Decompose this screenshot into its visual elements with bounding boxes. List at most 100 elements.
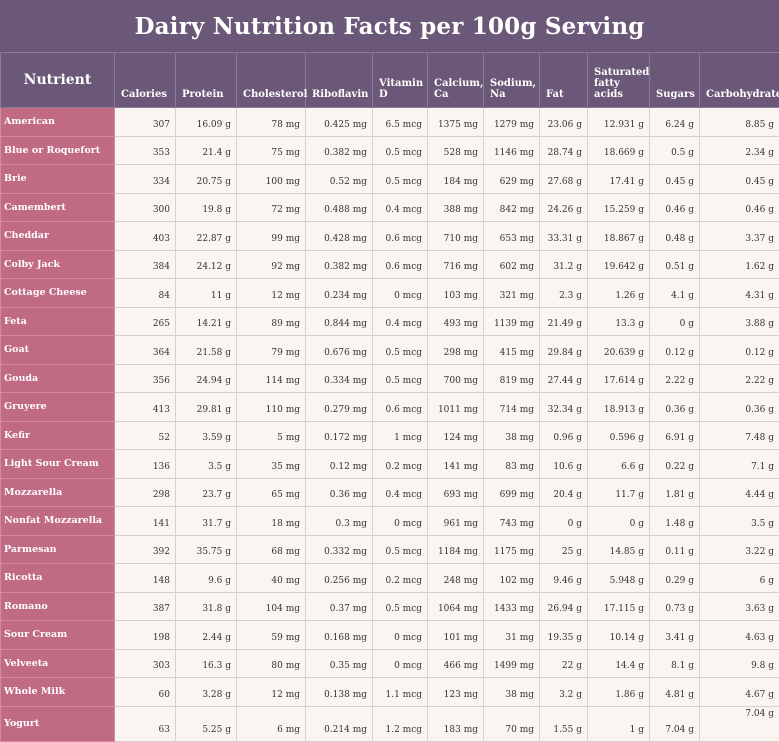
calories-cell: 300 bbox=[115, 193, 176, 222]
protein-cell: 21.58 g bbox=[176, 336, 237, 365]
protein-cell: 5.25 g bbox=[176, 706, 237, 741]
carbohydrate-cell: 0.36 g bbox=[700, 393, 779, 422]
row-name: Parmesan bbox=[1, 535, 115, 564]
vitamin-d-cell: 1.2 mcg bbox=[373, 706, 428, 741]
sugars-cell: 0.73 g bbox=[650, 592, 700, 621]
row-name: Ricotta bbox=[1, 564, 115, 593]
cholesterol-cell: 6 mg bbox=[237, 706, 306, 741]
row-name: Cottage Cheese bbox=[1, 279, 115, 308]
table-title-bar: Dairy Nutrition Facts per 100g Serving bbox=[0, 0, 779, 52]
saturated-fat-cell: 1.26 g bbox=[588, 279, 650, 308]
protein-cell: 35.75 g bbox=[176, 535, 237, 564]
calories-cell: 141 bbox=[115, 507, 176, 536]
sugars-cell: 2.22 g bbox=[650, 364, 700, 393]
fat-cell: 23.06 g bbox=[540, 108, 588, 137]
vitamin-d-cell: 0.6 mcg bbox=[373, 222, 428, 251]
vitamin-d-cell: 0.4 mcg bbox=[373, 478, 428, 507]
riboflavin-cell: 0.234 mg bbox=[306, 279, 373, 308]
saturated-fat-cell: 12.931 g bbox=[588, 108, 650, 137]
calories-cell: 136 bbox=[115, 450, 176, 479]
carbohydrate-cell: 4.63 g bbox=[700, 621, 779, 650]
cholesterol-cell: 75 mg bbox=[237, 136, 306, 165]
vitamin-d-cell: 0 mcg bbox=[373, 649, 428, 678]
cholesterol-cell: 12 mg bbox=[237, 678, 306, 707]
fat-cell: 0 g bbox=[540, 507, 588, 536]
sodium-cell: 1279 mg bbox=[484, 108, 540, 137]
carbohydrate-cell: 8.85 g bbox=[700, 108, 779, 137]
protein-cell: 22.87 g bbox=[176, 222, 237, 251]
riboflavin-cell: 0.676 mg bbox=[306, 336, 373, 365]
carbohydrate-cell: 0.45 g bbox=[700, 165, 779, 194]
calcium-cell: 716 mg bbox=[428, 250, 484, 279]
riboflavin-cell: 0.279 mg bbox=[306, 393, 373, 422]
sodium-cell: 714 mg bbox=[484, 393, 540, 422]
sugars-cell: 0.45 g bbox=[650, 165, 700, 194]
column-header-fat: Fat bbox=[540, 53, 588, 108]
protein-cell: 23.7 g bbox=[176, 478, 237, 507]
calcium-cell: 124 mg bbox=[428, 421, 484, 450]
row-name: Mozzarella bbox=[1, 478, 115, 507]
calories-cell: 148 bbox=[115, 564, 176, 593]
fat-cell: 0.96 g bbox=[540, 421, 588, 450]
fat-cell: 22 g bbox=[540, 649, 588, 678]
row-name: Gouda bbox=[1, 364, 115, 393]
saturated-fat-cell: 20.639 g bbox=[588, 336, 650, 365]
calcium-cell: 103 mg bbox=[428, 279, 484, 308]
sodium-cell: 1175 mg bbox=[484, 535, 540, 564]
carbohydrate-cell: 0.46 g bbox=[700, 193, 779, 222]
sodium-cell: 1433 mg bbox=[484, 592, 540, 621]
fat-cell: 26.94 g bbox=[540, 592, 588, 621]
vitamin-d-cell: 0.5 mcg bbox=[373, 364, 428, 393]
vitamin-d-cell: 0.5 mcg bbox=[373, 592, 428, 621]
row-name: Feta bbox=[1, 307, 115, 336]
riboflavin-cell: 0.382 mg bbox=[306, 136, 373, 165]
row-name: Nonfat Mozzarella bbox=[1, 507, 115, 536]
calcium-cell: 710 mg bbox=[428, 222, 484, 251]
sugars-cell: 0.12 g bbox=[650, 336, 700, 365]
calcium-cell: 493 mg bbox=[428, 307, 484, 336]
row-name: Whole Milk bbox=[1, 678, 115, 707]
sodium-cell: 842 mg bbox=[484, 193, 540, 222]
carbohydrate-cell: 4.31 g bbox=[700, 279, 779, 308]
vitamin-d-cell: 6.5 mcg bbox=[373, 108, 428, 137]
row-name: Sour Cream bbox=[1, 621, 115, 650]
calcium-cell: 1011 mg bbox=[428, 393, 484, 422]
calcium-cell: 1375 mg bbox=[428, 108, 484, 137]
saturated-fat-cell: 18.867 g bbox=[588, 222, 650, 251]
calcium-cell: 693 mg bbox=[428, 478, 484, 507]
calories-cell: 63 bbox=[115, 706, 176, 741]
riboflavin-cell: 0.12 mg bbox=[306, 450, 373, 479]
cholesterol-cell: 89 mg bbox=[237, 307, 306, 336]
row-name: Yogurt bbox=[1, 706, 115, 741]
calories-cell: 364 bbox=[115, 336, 176, 365]
calories-cell: 334 bbox=[115, 165, 176, 194]
cholesterol-cell: 99 mg bbox=[237, 222, 306, 251]
protein-cell: 3.59 g bbox=[176, 421, 237, 450]
calories-cell: 392 bbox=[115, 535, 176, 564]
sugars-cell: 0.11 g bbox=[650, 535, 700, 564]
cholesterol-cell: 80 mg bbox=[237, 649, 306, 678]
page-title: Dairy Nutrition Facts per 100g Serving bbox=[134, 13, 644, 40]
calories-cell: 84 bbox=[115, 279, 176, 308]
row-name: Light Sour Cream bbox=[1, 450, 115, 479]
sodium-cell: 415 mg bbox=[484, 336, 540, 365]
riboflavin-cell: 0.35 mg bbox=[306, 649, 373, 678]
protein-cell: 19.8 g bbox=[176, 193, 237, 222]
protein-cell: 14.21 g bbox=[176, 307, 237, 336]
vitamin-d-cell: 0 mcg bbox=[373, 279, 428, 308]
sodium-cell: 38 mg bbox=[484, 421, 540, 450]
carbohydrate-cell: 3.22 g bbox=[700, 535, 779, 564]
vitamin-d-cell: 0.5 mcg bbox=[373, 136, 428, 165]
calcium-cell: 141 mg bbox=[428, 450, 484, 479]
saturated-fat-cell: 6.6 g bbox=[588, 450, 650, 479]
protein-cell: 24.94 g bbox=[176, 364, 237, 393]
saturated-fat-cell: 18.913 g bbox=[588, 393, 650, 422]
column-header-sodium: Sodium, Na bbox=[484, 53, 540, 108]
column-header-calcium: Calcium, Ca bbox=[428, 53, 484, 108]
riboflavin-cell: 0.138 mg bbox=[306, 678, 373, 707]
